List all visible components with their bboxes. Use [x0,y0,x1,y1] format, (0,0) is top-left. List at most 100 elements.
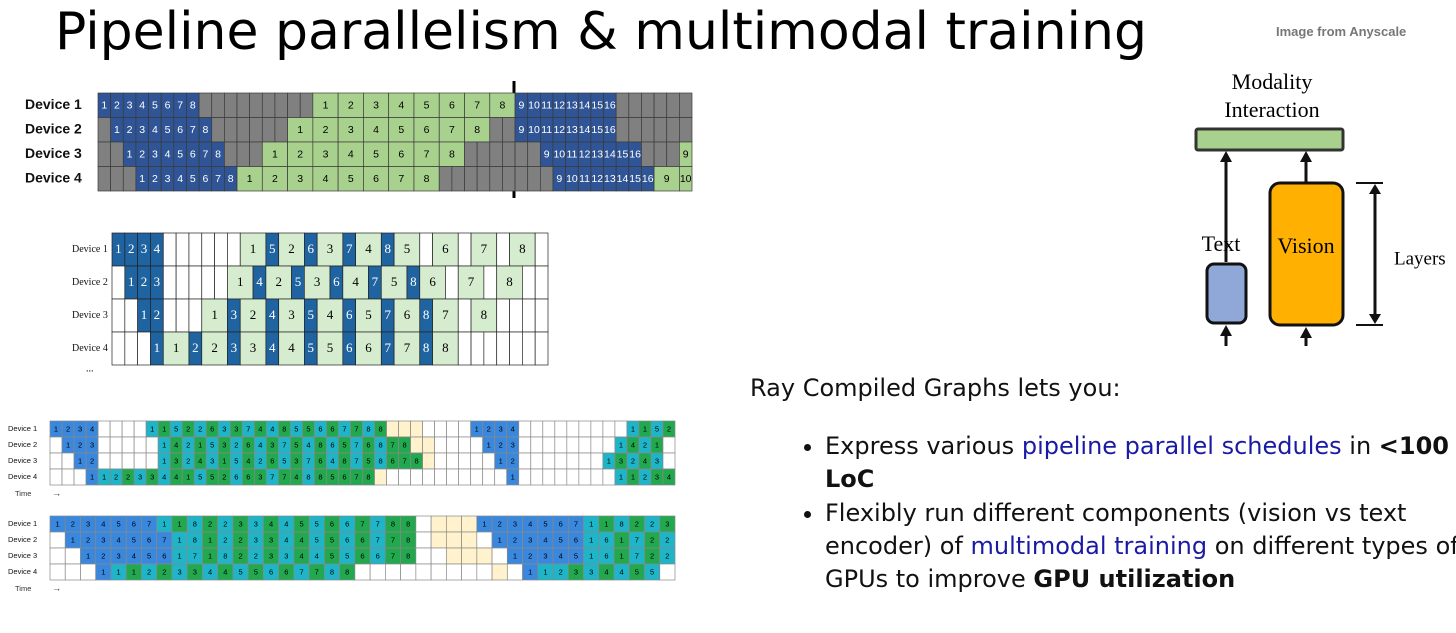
cell [393,232,421,267]
cell [522,265,536,300]
cell-label: 5 [635,567,639,576]
cell [312,92,339,118]
cell-label: 5 [117,519,121,528]
diagram-label: Vision [1277,233,1334,258]
cell-label: 8 [203,124,209,136]
cell-label: 2 [665,535,669,544]
cell [438,117,465,143]
cell [430,563,447,581]
cell [542,420,556,438]
cell-label: 5 [165,124,171,136]
cell [316,331,344,366]
cell [641,117,655,143]
cell [496,265,523,300]
cell-label: 3 [327,241,334,256]
cell-label: 6 [366,440,370,449]
cell [509,331,523,366]
cell [175,298,190,333]
cell-label: 1 [173,340,180,355]
device-label: Device 3 [8,551,37,560]
cell-label: 1 [222,456,226,465]
cell [653,117,668,143]
cell-label: 1 [117,567,121,576]
cell-label: 8 [342,456,346,465]
cell-label: 5 [398,124,404,136]
cell [518,420,532,438]
cell [393,298,421,333]
cell-label: 8 [318,440,322,449]
cell-label: 4 [620,567,624,576]
cell-label: 4 [284,535,288,544]
cell-label: 2 [186,456,190,465]
cell [434,420,447,438]
cell [578,468,592,486]
cell-label: 1 [513,551,517,560]
cell-label: 4 [152,124,158,136]
cell [530,452,544,470]
cell-label: 6 [203,173,209,185]
cell-label: 7 [481,241,488,256]
cell [239,331,267,366]
cell-label: 9 [556,173,562,185]
cell [659,563,676,581]
cell-label: 5 [190,173,196,185]
cell-label: 4 [165,149,171,161]
device-label: Device 1 [25,96,82,112]
link-text: multimodal training [970,532,1208,560]
cell-label: 8 [406,551,410,560]
cell-label: 14 [604,149,616,161]
cell-label: 4 [256,274,263,289]
cell [653,141,668,167]
cell [109,420,123,438]
cell-label: 3 [231,307,238,322]
cell-label: 6 [147,535,151,544]
cell [337,141,364,167]
cell-label: 7 [215,173,221,185]
cell [476,547,493,565]
time-label: Time [15,489,31,498]
cell [261,117,276,143]
cell [614,420,628,438]
arrow-head [1369,184,1381,194]
cell [476,563,493,581]
cell-label: 4 [174,440,178,449]
cell [312,117,339,143]
cell [162,298,177,333]
cell-label: 6 [449,100,455,112]
cell [354,563,371,581]
cell [201,265,215,300]
cell [491,563,508,581]
cell [518,452,532,470]
cell-label: 6 [398,149,404,161]
cell [518,468,532,486]
cell-label: 8 [406,519,410,528]
cell [80,563,97,581]
cell [434,468,447,486]
cell-label: 5 [210,472,214,481]
cell-label: 3 [323,149,329,161]
cell [430,515,447,533]
cell [514,141,529,167]
cell-label: 6 [330,424,334,433]
cell-label: 8 [415,456,419,465]
cell-label: 1 [90,472,94,481]
cell [482,468,496,486]
cell [312,166,339,192]
cell [527,141,541,167]
cell [162,265,177,300]
cell [470,331,485,366]
cell-label: 9 [683,149,689,161]
cell [410,468,423,486]
cell [457,331,472,366]
cell-label: 4 [365,241,372,256]
cell-label: 7 [354,472,358,481]
cell [476,141,491,167]
cell [385,563,401,581]
cell [489,92,516,118]
cell-label: 1 [86,551,90,560]
cell-label: 1 [511,472,515,481]
cell-label: 6 [424,124,430,136]
cell-label: 6 [246,472,250,481]
cell [398,420,411,438]
